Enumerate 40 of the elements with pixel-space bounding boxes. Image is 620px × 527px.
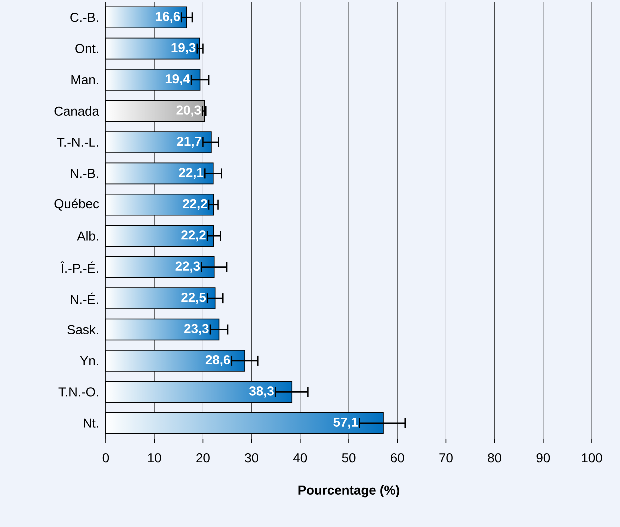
y-tick-label: N.-É. xyxy=(71,292,98,304)
y-tick-label: Î.-P.-É. xyxy=(60,262,98,273)
y-tick-label: Nt. xyxy=(84,418,98,428)
y-tick-label: Ont. xyxy=(76,44,98,54)
y-tick-label: Canada xyxy=(54,106,100,116)
x-tick-label: 100 xyxy=(582,453,602,463)
data-label: 20,3 xyxy=(176,106,202,117)
data-label: 28,6 xyxy=(206,355,230,366)
y-tick-label: Alb. xyxy=(77,231,98,241)
data-label: 22,5 xyxy=(182,293,206,304)
x-tick-label: 10 xyxy=(148,453,162,463)
x-tick-label: 50 xyxy=(342,453,356,463)
data-label: 19,4 xyxy=(166,74,190,86)
data-label: 22,2 xyxy=(183,199,208,210)
x-tick-label: 30 xyxy=(245,453,259,463)
x-tick-label: 90 xyxy=(536,453,550,463)
x-tick-label: 0 xyxy=(102,453,110,463)
x-tick-label: 60 xyxy=(391,453,404,463)
x-tick-label: 80 xyxy=(488,453,502,463)
data-label: 21,7 xyxy=(177,136,202,148)
data-label: 16,6 xyxy=(156,12,180,24)
y-tick-label: T.N.-O. xyxy=(58,388,98,397)
data-label: 22,1 xyxy=(179,168,204,180)
y-tick-label: N.-B. xyxy=(71,169,98,178)
data-label: 22,2 xyxy=(182,230,206,242)
y-tick-label: Man. xyxy=(72,76,98,85)
x-axis-title: Pourcentage (%) xyxy=(298,485,400,498)
y-tick-label: Yn. xyxy=(80,356,98,366)
data-label: 22,3 xyxy=(176,262,200,273)
y-tick-label: T.-N.-L. xyxy=(57,138,98,147)
y-tick-label: C.-B. xyxy=(70,13,98,22)
x-tick-label: 40 xyxy=(293,453,308,463)
y-tick-label: Sask. xyxy=(68,324,98,335)
y-tick-label: Québec xyxy=(54,198,100,211)
data-label: 23,3 xyxy=(184,324,209,336)
data-label: 57,1 xyxy=(334,418,358,429)
x-tick-label: 20 xyxy=(196,453,210,463)
data-label: 38,3 xyxy=(250,386,274,398)
data-label: 19,3 xyxy=(172,43,196,54)
x-tick-label: 70 xyxy=(440,453,453,463)
